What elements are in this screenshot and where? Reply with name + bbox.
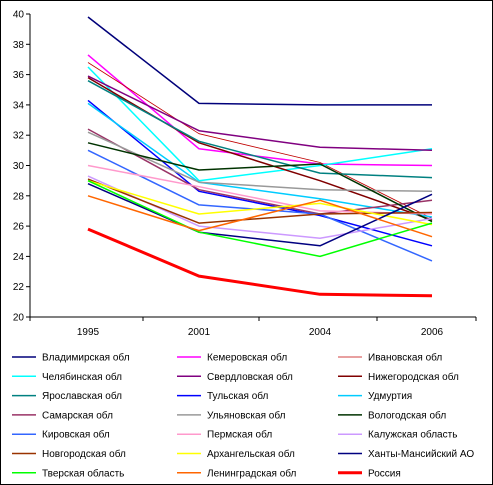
legend-label: Вологодская обл [368, 409, 446, 421]
legend-label: Архангельская обл [207, 448, 295, 460]
legend-label: Ярославская обл [42, 390, 122, 402]
series-line-16 [87, 179, 433, 226]
y-tick-label: 20 [13, 313, 25, 324]
legend-item: Калужская область [338, 429, 457, 441]
legend-label: Новгородская обл [42, 448, 126, 460]
x-tick-label: 2001 [188, 327, 211, 338]
legend-label: Тверская область [42, 467, 124, 479]
legend-item: Россия [338, 468, 401, 479]
series-line-4 [87, 75, 433, 152]
legend-item: Владимирская обл [12, 352, 130, 364]
legend-label: Тульская обл [207, 390, 269, 402]
legend-item: Нижегородская обл [338, 371, 459, 383]
x-tick-label: 2006 [421, 327, 444, 338]
legend-label: Челябинская обл [42, 371, 122, 383]
legend-item: Удмуртия [338, 391, 412, 402]
y-tick-label: 28 [13, 191, 25, 202]
legend-item: Кемеровская обл [177, 352, 287, 364]
plot-area: 20 22 24 26 28 30 32 34 36 38 40 1995 2001 2004 2006 [13, 10, 477, 338]
legend-item: Самарская обл [12, 409, 113, 421]
series-line-11 [87, 142, 433, 223]
series-line-17 [87, 183, 433, 247]
legend-item: Тверская область [12, 467, 124, 479]
series-layer [87, 16, 433, 298]
x-tick-label: 1995 [77, 327, 100, 338]
legend-label: Ленинградская обл [207, 467, 297, 479]
legend-item: Архангельская обл [177, 448, 295, 460]
legend-item: Вологодская обл [338, 409, 446, 421]
x-tick-label: 2004 [309, 327, 332, 338]
legend-label: Ханты-Мансийский АО [368, 449, 474, 460]
y-tick-label: 34 [13, 100, 25, 111]
legend-item: Ярославская обл [12, 390, 122, 402]
legend-label: Россия [368, 468, 401, 479]
series-line-20 [87, 227, 433, 298]
y-tick-label: 32 [13, 131, 25, 142]
series-line-19 [87, 195, 433, 238]
legend-label: Кировская обл [42, 429, 110, 441]
series-line-6 [87, 80, 433, 179]
y-tick-label: 40 [13, 10, 25, 21]
legend-label: Ивановская обл [368, 352, 442, 364]
y-tick-label: 24 [13, 252, 25, 263]
series-line-13 [87, 164, 433, 215]
legend-label: Пермская обл [207, 429, 272, 441]
y-tick-label: 22 [13, 282, 25, 293]
series-line-7 [87, 99, 433, 247]
legend-label: Кемеровская обл [207, 352, 287, 364]
legend-label: Нижегородская обл [368, 371, 459, 383]
series-line-9 [87, 128, 433, 215]
legend-item: Ханты-Мансийский АО [338, 449, 474, 460]
legend-item: Свердловская обл [177, 371, 293, 383]
legend-item: Ивановская обл [338, 352, 442, 364]
legend-item: Пермская обл [177, 429, 272, 441]
legend-item: Ульяновская обл [177, 409, 286, 421]
legend-item: Кировская обл [12, 429, 110, 441]
legend-label: Калужская область [368, 429, 457, 441]
series-line-1 [87, 54, 433, 167]
legend-label: Свердловская обл [207, 371, 293, 383]
legend-label: Удмуртия [368, 391, 412, 402]
series-line-10 [87, 131, 433, 193]
legend-label: Владимирская обл [42, 352, 130, 364]
series-line-18 [87, 180, 433, 258]
y-tick-label: 36 [13, 70, 25, 81]
y-tick-label: 30 [13, 161, 25, 172]
series-line-3 [87, 66, 433, 182]
legend: Владимирская обл Кемеровская обл Ивановска… [12, 352, 474, 479]
y-tick-label: 38 [13, 40, 25, 51]
y-tick-label: 26 [13, 222, 25, 233]
legend-label: Ульяновская обл [207, 409, 286, 421]
legend-item: Челябинская обл [12, 371, 122, 383]
legend-label: Самарская обл [42, 409, 113, 421]
legend-item: Тульская обл [177, 390, 269, 402]
legend-item: Ленинградская обл [177, 467, 297, 479]
series-line-0 [87, 16, 432, 106]
legend-item: Новгородская обл [12, 448, 126, 460]
